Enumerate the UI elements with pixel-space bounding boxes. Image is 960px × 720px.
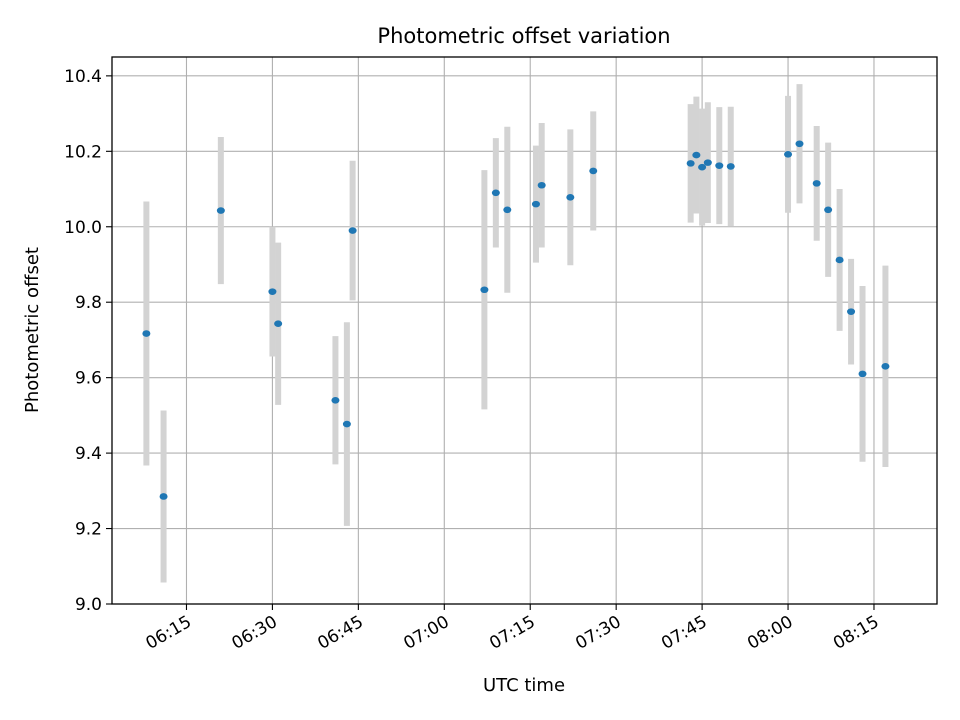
data-point xyxy=(686,160,695,167)
data-point xyxy=(142,330,151,337)
x-axis-label: UTC time xyxy=(483,675,565,696)
data-point xyxy=(715,162,724,169)
plot-frame xyxy=(111,56,938,605)
data-point xyxy=(491,189,500,197)
data-point xyxy=(847,308,856,315)
y-axis-ticks: 9.0 9.2 9.4 9.6 9.8 10.0 10.2 10.4 xyxy=(64,67,112,615)
y-tick-label: 9.2 xyxy=(75,520,102,540)
data-point xyxy=(531,200,540,208)
data-point xyxy=(726,163,735,170)
y-tick-label: 10.0 xyxy=(64,218,102,238)
data-points xyxy=(142,140,890,500)
data-point xyxy=(537,181,546,189)
data-point xyxy=(342,420,351,428)
data-point xyxy=(331,396,340,404)
data-point xyxy=(503,206,512,214)
data-point xyxy=(784,151,793,158)
chart-title: Photometric offset variation xyxy=(377,24,670,48)
data-point xyxy=(566,194,575,201)
data-point xyxy=(216,207,225,214)
y-tick-label: 9.6 xyxy=(75,369,102,389)
data-point xyxy=(480,286,489,294)
data-point xyxy=(698,163,707,171)
data-point xyxy=(589,167,598,175)
data-point xyxy=(348,227,357,234)
data-point xyxy=(881,363,890,370)
data-point xyxy=(692,151,701,159)
y-tick-label: 10.4 xyxy=(64,67,102,87)
data-point xyxy=(274,320,283,328)
y-axis-label: Photometric offset xyxy=(22,247,43,413)
data-point xyxy=(159,493,168,500)
data-point xyxy=(268,288,277,295)
data-point xyxy=(824,206,833,214)
y-tick-label: 10.2 xyxy=(64,142,102,162)
data-point xyxy=(835,256,844,264)
y-tick-label: 9.8 xyxy=(75,293,102,313)
y-tick-label: 9.4 xyxy=(75,444,102,464)
data-point xyxy=(703,159,712,166)
data-point xyxy=(858,370,867,378)
data-point xyxy=(795,140,804,148)
y-tick-label: 9.0 xyxy=(75,595,102,615)
data-point xyxy=(812,180,821,187)
